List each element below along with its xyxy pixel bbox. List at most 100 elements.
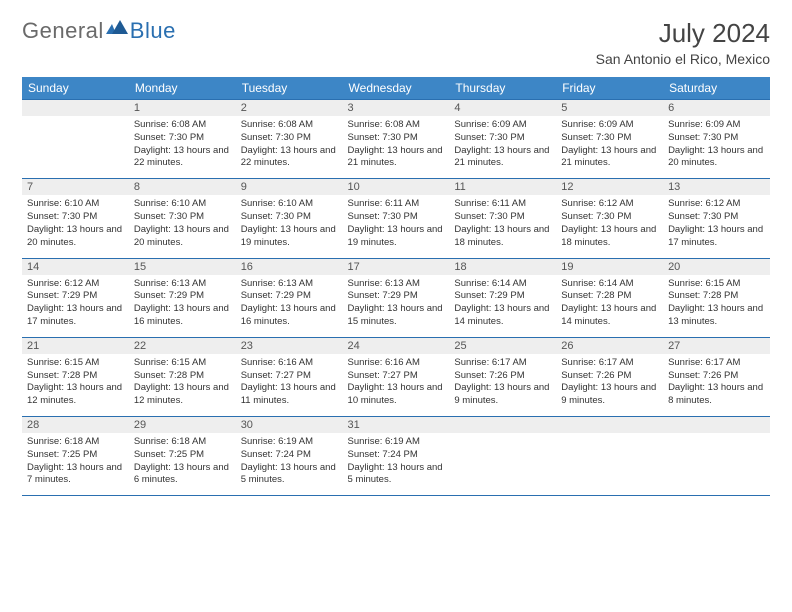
- sunset-text: Sunset: 7:30 PM: [27, 211, 124, 224]
- calendar-week: 28Sunrise: 6:18 AMSunset: 7:25 PMDayligh…: [22, 417, 770, 496]
- day-number: 3: [343, 100, 450, 116]
- sunset-text: Sunset: 7:28 PM: [27, 370, 124, 383]
- daylight-text: Daylight: 13 hours and 9 minutes.: [454, 382, 551, 408]
- daylight-text: Daylight: 13 hours and 17 minutes.: [27, 303, 124, 329]
- daylight-text: Daylight: 13 hours and 5 minutes.: [241, 462, 338, 488]
- sunrise-text: Sunrise: 6:19 AM: [348, 436, 445, 449]
- day-number: 12: [556, 179, 663, 195]
- calendar-cell: 16Sunrise: 6:13 AMSunset: 7:29 PMDayligh…: [236, 258, 343, 337]
- location-label: San Antonio el Rico, Mexico: [596, 51, 770, 67]
- day-number: 27: [663, 338, 770, 354]
- day-details: Sunrise: 6:16 AMSunset: 7:27 PMDaylight:…: [343, 354, 450, 416]
- calendar-cell: 24Sunrise: 6:16 AMSunset: 7:27 PMDayligh…: [343, 337, 450, 416]
- day-number: [22, 100, 129, 116]
- sunset-text: Sunset: 7:29 PM: [454, 290, 551, 303]
- sunrise-text: Sunrise: 6:13 AM: [348, 278, 445, 291]
- sunrise-text: Sunrise: 6:09 AM: [561, 119, 658, 132]
- sunrise-text: Sunrise: 6:17 AM: [668, 357, 765, 370]
- sunrise-text: Sunrise: 6:16 AM: [241, 357, 338, 370]
- day-number: 20: [663, 259, 770, 275]
- calendar-cell: 18Sunrise: 6:14 AMSunset: 7:29 PMDayligh…: [449, 258, 556, 337]
- day-number: [449, 417, 556, 433]
- daylight-text: Daylight: 13 hours and 19 minutes.: [241, 224, 338, 250]
- day-number: 15: [129, 259, 236, 275]
- sunrise-text: Sunrise: 6:12 AM: [561, 198, 658, 211]
- sunrise-text: Sunrise: 6:12 AM: [27, 278, 124, 291]
- daylight-text: Daylight: 13 hours and 14 minutes.: [454, 303, 551, 329]
- calendar-cell: 10Sunrise: 6:11 AMSunset: 7:30 PMDayligh…: [343, 179, 450, 258]
- day-number: 22: [129, 338, 236, 354]
- daylight-text: Daylight: 13 hours and 7 minutes.: [27, 462, 124, 488]
- day-number: 31: [343, 417, 450, 433]
- day-details: Sunrise: 6:08 AMSunset: 7:30 PMDaylight:…: [236, 116, 343, 178]
- daylight-text: Daylight: 13 hours and 10 minutes.: [348, 382, 445, 408]
- daylight-text: Daylight: 13 hours and 6 minutes.: [134, 462, 231, 488]
- sunset-text: Sunset: 7:24 PM: [348, 449, 445, 462]
- sunrise-text: Sunrise: 6:08 AM: [348, 119, 445, 132]
- day-details: Sunrise: 6:17 AMSunset: 7:26 PMDaylight:…: [556, 354, 663, 416]
- day-details: Sunrise: 6:12 AMSunset: 7:29 PMDaylight:…: [22, 275, 129, 337]
- sunrise-text: Sunrise: 6:13 AM: [241, 278, 338, 291]
- dow-saturday: Saturday: [663, 77, 770, 100]
- calendar-cell: 17Sunrise: 6:13 AMSunset: 7:29 PMDayligh…: [343, 258, 450, 337]
- daylight-text: Daylight: 13 hours and 21 minutes.: [561, 145, 658, 171]
- day-number: 11: [449, 179, 556, 195]
- daylight-text: Daylight: 13 hours and 15 minutes.: [348, 303, 445, 329]
- dow-tuesday: Tuesday: [236, 77, 343, 100]
- daylight-text: Daylight: 13 hours and 11 minutes.: [241, 382, 338, 408]
- daylight-text: Daylight: 13 hours and 14 minutes.: [561, 303, 658, 329]
- day-of-week-header: Sunday Monday Tuesday Wednesday Thursday…: [22, 77, 770, 100]
- calendar-cell: 14Sunrise: 6:12 AMSunset: 7:29 PMDayligh…: [22, 258, 129, 337]
- sunrise-text: Sunrise: 6:13 AM: [134, 278, 231, 291]
- calendar-cell: 9Sunrise: 6:10 AMSunset: 7:30 PMDaylight…: [236, 179, 343, 258]
- sunset-text: Sunset: 7:30 PM: [454, 132, 551, 145]
- daylight-text: Daylight: 13 hours and 22 minutes.: [134, 145, 231, 171]
- sunset-text: Sunset: 7:30 PM: [561, 211, 658, 224]
- calendar-cell: 13Sunrise: 6:12 AMSunset: 7:30 PMDayligh…: [663, 179, 770, 258]
- day-number: 8: [129, 179, 236, 195]
- sunset-text: Sunset: 7:29 PM: [241, 290, 338, 303]
- day-details: Sunrise: 6:10 AMSunset: 7:30 PMDaylight:…: [236, 195, 343, 257]
- sunrise-text: Sunrise: 6:11 AM: [348, 198, 445, 211]
- day-number: [663, 417, 770, 433]
- daylight-text: Daylight: 13 hours and 16 minutes.: [134, 303, 231, 329]
- sunset-text: Sunset: 7:30 PM: [241, 211, 338, 224]
- day-details: Sunrise: 6:13 AMSunset: 7:29 PMDaylight:…: [236, 275, 343, 337]
- calendar-cell: 27Sunrise: 6:17 AMSunset: 7:26 PMDayligh…: [663, 337, 770, 416]
- calendar-cell: 22Sunrise: 6:15 AMSunset: 7:28 PMDayligh…: [129, 337, 236, 416]
- calendar-cell: 8Sunrise: 6:10 AMSunset: 7:30 PMDaylight…: [129, 179, 236, 258]
- daylight-text: Daylight: 13 hours and 18 minutes.: [454, 224, 551, 250]
- sunset-text: Sunset: 7:24 PM: [241, 449, 338, 462]
- day-number: 5: [556, 100, 663, 116]
- calendar-cell: 11Sunrise: 6:11 AMSunset: 7:30 PMDayligh…: [449, 179, 556, 258]
- day-details: Sunrise: 6:14 AMSunset: 7:28 PMDaylight:…: [556, 275, 663, 337]
- sunrise-text: Sunrise: 6:17 AM: [561, 357, 658, 370]
- sunrise-text: Sunrise: 6:15 AM: [668, 278, 765, 291]
- title-block: July 2024 San Antonio el Rico, Mexico: [596, 18, 770, 67]
- day-details: Sunrise: 6:08 AMSunset: 7:30 PMDaylight:…: [129, 116, 236, 178]
- day-details: Sunrise: 6:09 AMSunset: 7:30 PMDaylight:…: [556, 116, 663, 178]
- day-details: Sunrise: 6:08 AMSunset: 7:30 PMDaylight:…: [343, 116, 450, 178]
- sunset-text: Sunset: 7:29 PM: [27, 290, 124, 303]
- day-number: 19: [556, 259, 663, 275]
- day-number: 4: [449, 100, 556, 116]
- day-details: Sunrise: 6:11 AMSunset: 7:30 PMDaylight:…: [343, 195, 450, 257]
- day-details: Sunrise: 6:13 AMSunset: 7:29 PMDaylight:…: [129, 275, 236, 337]
- sunrise-text: Sunrise: 6:10 AM: [134, 198, 231, 211]
- day-number: 16: [236, 259, 343, 275]
- day-details: [22, 116, 129, 172]
- calendar-cell: 25Sunrise: 6:17 AMSunset: 7:26 PMDayligh…: [449, 337, 556, 416]
- day-details: Sunrise: 6:15 AMSunset: 7:28 PMDaylight:…: [663, 275, 770, 337]
- sunset-text: Sunset: 7:29 PM: [348, 290, 445, 303]
- day-details: Sunrise: 6:12 AMSunset: 7:30 PMDaylight:…: [663, 195, 770, 257]
- sunrise-text: Sunrise: 6:12 AM: [668, 198, 765, 211]
- day-details: Sunrise: 6:10 AMSunset: 7:30 PMDaylight:…: [129, 195, 236, 257]
- day-number: 9: [236, 179, 343, 195]
- calendar-cell: 2Sunrise: 6:08 AMSunset: 7:30 PMDaylight…: [236, 100, 343, 179]
- day-number: [556, 417, 663, 433]
- sunset-text: Sunset: 7:28 PM: [134, 370, 231, 383]
- calendar-cell: 1Sunrise: 6:08 AMSunset: 7:30 PMDaylight…: [129, 100, 236, 179]
- sunrise-text: Sunrise: 6:14 AM: [454, 278, 551, 291]
- sunset-text: Sunset: 7:26 PM: [668, 370, 765, 383]
- day-number: 13: [663, 179, 770, 195]
